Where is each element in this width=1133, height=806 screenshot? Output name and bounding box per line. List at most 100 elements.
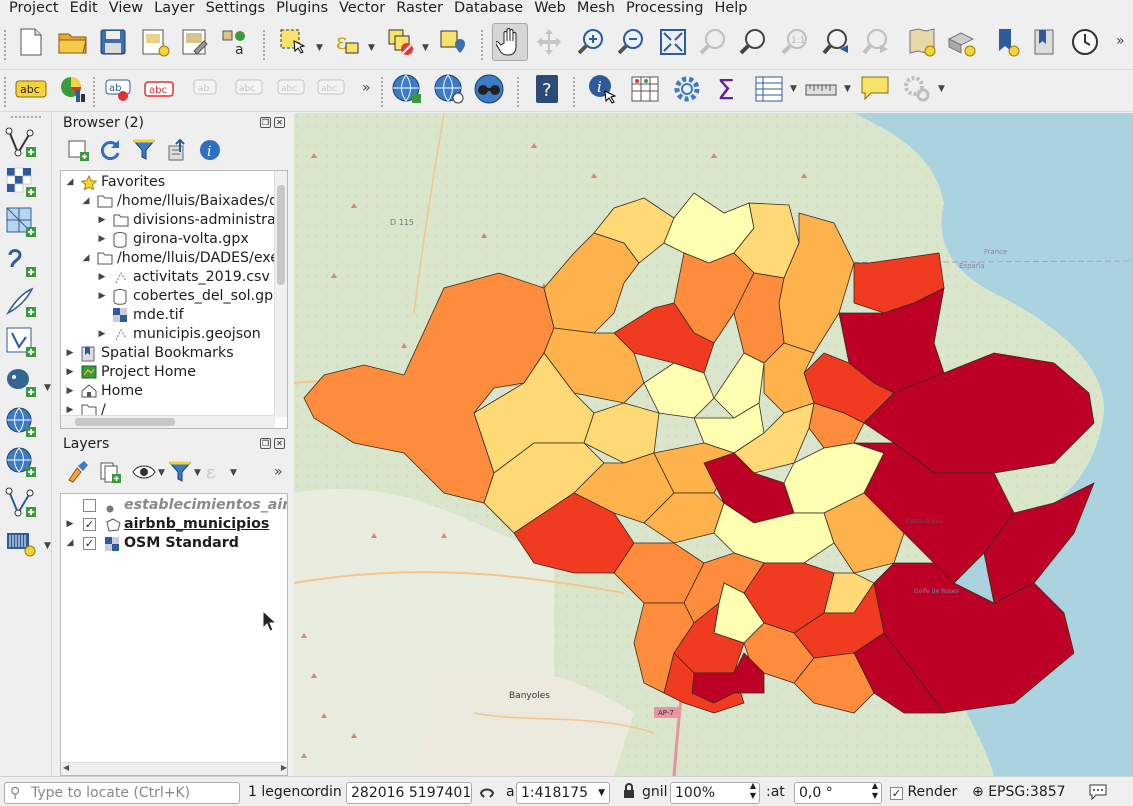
chevron-down-icon[interactable]: ◢ [66,538,74,548]
zoom-last-icon[interactable] [820,25,854,59]
zoom-full-icon[interactable] [656,25,690,59]
chevron-right-icon[interactable]: ▶ [66,367,74,377]
close-panel-icon[interactable]: ✕ [274,438,285,449]
map-svg[interactable]: D 115 France España Banyoles AP-7 Golfe … [294,113,1133,776]
layer-item[interactable]: establecimientos_airbn [61,496,287,515]
help-icon[interactable]: ? [530,72,564,106]
zoom-next-icon[interactable] [860,25,894,59]
add-wms-icon[interactable] [390,72,424,106]
chevron-down-icon[interactable]: ▼ [422,43,429,53]
toolbar-handle[interactable] [262,29,266,61]
statistics-sum-icon[interactable]: Σ [710,72,744,106]
locator-search-input[interactable]: ⚲ Type to locate (Ctrl+K) [4,782,240,804]
render-checkbox-wrap[interactable]: ✓ Render [890,782,957,804]
add-group-icon[interactable] [96,458,124,486]
toolbar-handle[interactable] [516,76,520,108]
highlight-labels-icon[interactable]: abc [142,72,176,106]
show-hide-labels-icon[interactable]: abc [232,72,266,106]
chevron-right-icon[interactable]: ▶ [66,348,74,358]
zoom-to-layer-icon[interactable] [736,25,770,59]
annotation-icon[interactable] [858,72,892,106]
lock-scale-icon[interactable] [622,782,636,804]
processing-toolbox-icon[interactable] [900,72,934,106]
save-project-icon[interactable] [96,25,130,59]
layer-visibility-checkbox[interactable] [83,499,96,512]
identify-select-icon[interactable] [436,25,470,59]
new-print-layout-icon[interactable] [138,25,172,59]
horizontal-scrollbar[interactable] [61,415,275,428]
menu-raster[interactable]: Raster [396,0,443,16]
magnifier-spinbox[interactable]: 100% ▲ ▼ [670,781,760,804]
chevron-down-icon[interactable]: ▼ [194,468,201,478]
scroll-thumb[interactable] [75,418,175,426]
new-bookmark-icon[interactable] [990,25,1024,59]
attribute-table-icon[interactable] [628,72,662,106]
chevron-down-icon[interactable]: ▼ [598,788,605,798]
menu-vector[interactable]: Vector [339,0,386,16]
menu-help[interactable]: Help [714,0,748,16]
render-checkbox[interactable]: ✓ [890,787,903,800]
legend-status-text[interactable]: 1 legenc [248,784,308,800]
toolbar-overflow-icon[interactable]: » [362,80,371,96]
add-wms-layer-icon[interactable] [4,405,38,439]
layout-manager-icon[interactable] [178,25,212,59]
extents-toggle-icon[interactable] [478,782,496,804]
chevron-down-icon[interactable]: ▼ [44,383,51,393]
chevron-right-icon[interactable]: ▶ [66,519,74,529]
settings-gear-icon[interactable] [670,72,704,106]
pan-map-icon[interactable] [492,23,528,61]
move-label-icon[interactable]: ab [190,72,224,106]
add-mesh-layer-icon[interactable] [4,205,38,239]
diagram-icon[interactable] [56,72,90,106]
chevron-right-icon[interactable]: ▶ [98,272,106,282]
add-wcs-layer-icon[interactable] [4,445,38,479]
crs-status[interactable]: ⊕ EPSG:3857 [972,782,1066,804]
chevron-down-icon[interactable]: ▼ [844,84,851,94]
close-panel-icon[interactable]: ✕ [274,117,285,128]
menu-edit[interactable]: Edit [69,0,98,16]
add-vector-layer-icon[interactable] [4,125,38,159]
chevron-down-icon[interactable]: ◢ [66,177,74,187]
horizontal-scrollbar[interactable]: ◀ ▶ [61,762,287,775]
new-project-icon[interactable] [14,25,48,59]
rotation-spinbox[interactable]: 0,0 ° ▲ ▼ [794,781,882,804]
open-project-icon[interactable] [56,25,90,59]
chevron-down-icon[interactable]: ▼ [158,468,165,478]
layer-visibility-checkbox[interactable]: ✓ [83,518,96,531]
chevron-down-icon[interactable]: ◢ [82,196,90,206]
add-virtual-layer-icon[interactable] [4,525,38,559]
menu-plugins[interactable]: Plugins [276,0,329,16]
menu-web[interactable]: Web [534,0,566,16]
menu-view[interactable]: View [108,0,144,16]
style-manager-icon[interactable]: a [218,25,252,59]
add-gpx-layer-icon[interactable] [4,285,38,319]
float-panel-icon[interactable]: ❐ [260,117,271,128]
new-3d-view-icon[interactable] [944,25,978,59]
spin-arrows-icon[interactable]: ▲ ▼ [749,781,756,800]
chevron-down-icon[interactable]: ▼ [230,468,237,478]
menu-mesh[interactable]: Mesh [576,0,615,16]
messages-icon[interactable] [1088,782,1108,804]
filter-icon[interactable] [130,135,158,165]
chevron-down-icon[interactable]: ▼ [368,43,375,53]
add-wfs-layer-icon[interactable] [4,485,38,519]
new-map-view-icon[interactable] [904,25,938,59]
labeling-icon[interactable]: abc [14,72,48,106]
filter-expression-icon[interactable]: ε [202,458,230,486]
toolbar-handle[interactable] [92,76,96,108]
coordinate-field[interactable]: 282016 5197401 [346,782,472,804]
chevron-down-icon[interactable]: ▼ [316,43,323,53]
toolbar-overflow-icon[interactable]: » [274,464,283,480]
add-postgis-layer-icon[interactable] [4,365,38,399]
zoom-native-icon[interactable]: 1:1 [778,25,812,59]
metasearch-icon[interactable] [472,72,506,106]
toolbar-handle[interactable] [3,29,7,61]
change-label-icon[interactable]: abc [314,72,348,106]
menu-layer[interactable]: Layer [154,0,195,16]
zoom-in-icon[interactable] [574,25,608,59]
add-spatialite-layer-icon[interactable] [4,325,38,359]
chevron-right-icon[interactable]: ▶ [98,215,106,225]
float-panel-icon[interactable]: ❐ [260,438,271,449]
chevron-down-icon[interactable]: ▼ [790,84,797,94]
add-delimited-text-icon[interactable] [4,245,38,279]
